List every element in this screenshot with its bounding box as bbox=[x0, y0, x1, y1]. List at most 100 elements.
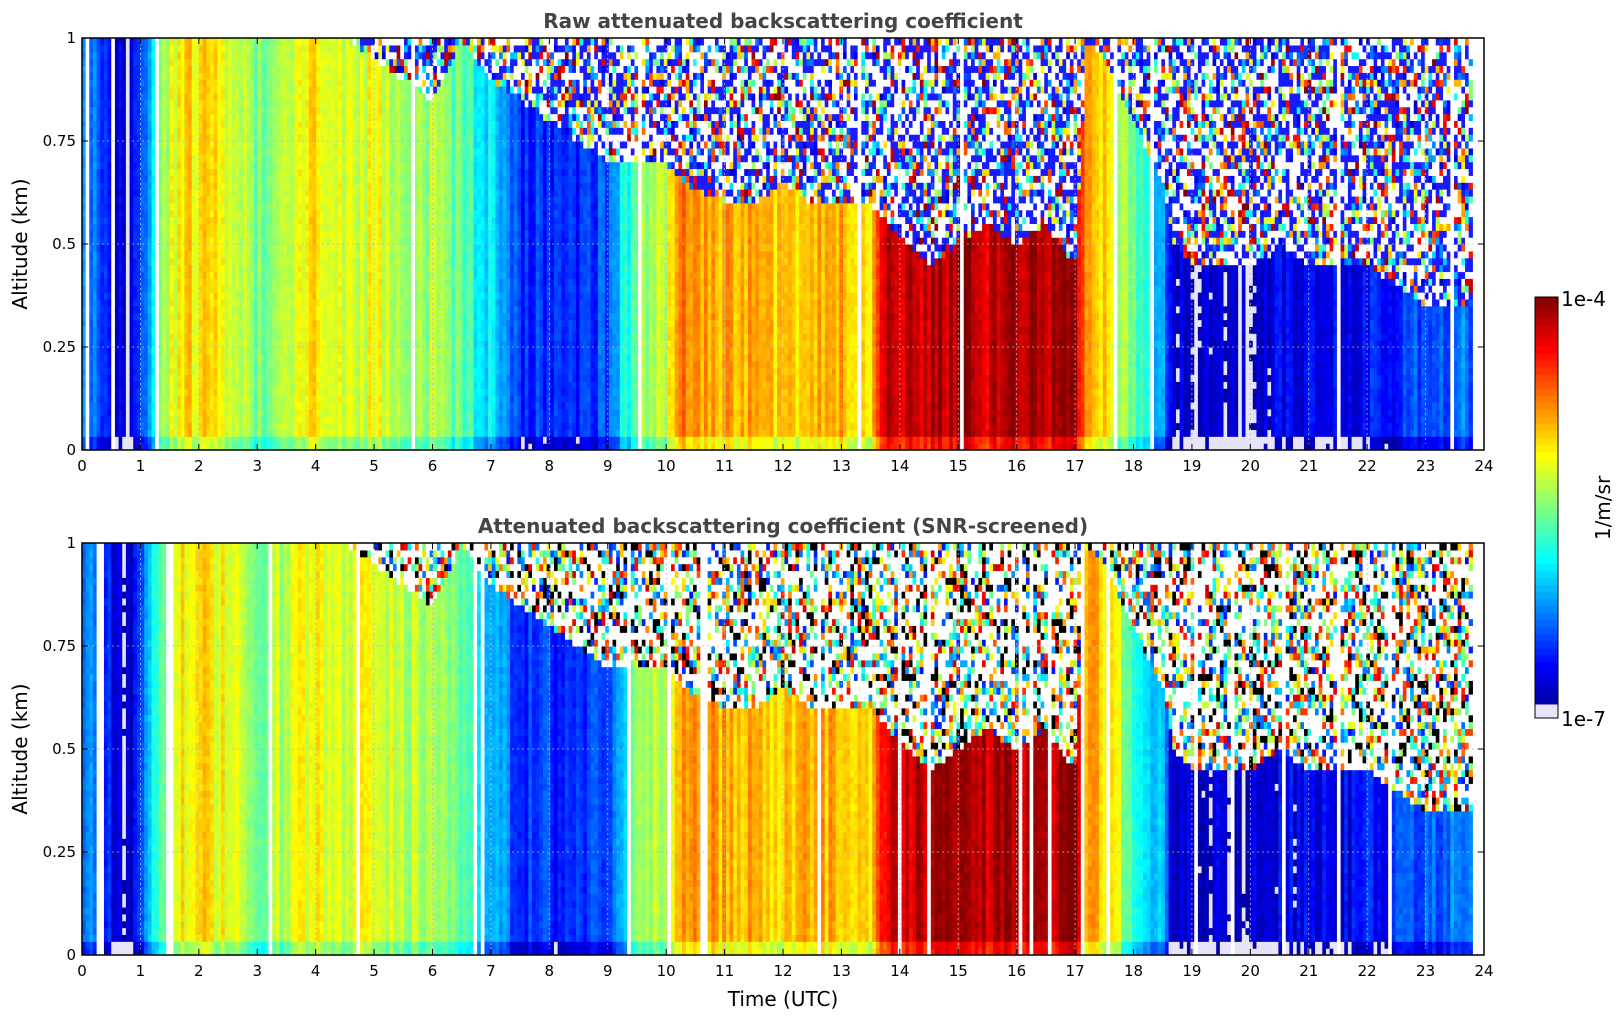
heatmap-cell-0 bbox=[327, 320, 331, 327]
heatmap-cell-0 bbox=[155, 155, 159, 162]
heatmap-cell-0 bbox=[356, 320, 360, 327]
heatmap-cell-0 bbox=[214, 127, 218, 134]
heatmap-cell-0 bbox=[141, 107, 145, 114]
heatmap-cell-0 bbox=[345, 374, 349, 381]
heatmap-cell-0 bbox=[291, 395, 295, 402]
heatmap-cell-0 bbox=[367, 299, 371, 306]
heatmap-cell-0 bbox=[331, 258, 335, 265]
heatmap-cell-0 bbox=[269, 155, 273, 162]
heatmap-cell-0 bbox=[334, 72, 338, 79]
heatmap-cell-0 bbox=[247, 423, 251, 430]
heatmap-cell-0 bbox=[356, 141, 360, 148]
heatmap-cell-0 bbox=[104, 148, 108, 155]
heatmap-cell-0 bbox=[367, 230, 371, 237]
heatmap-cell-0 bbox=[239, 395, 243, 402]
heatmap-cell-0 bbox=[108, 120, 112, 127]
heatmap-cell-0 bbox=[133, 258, 137, 265]
heatmap-cell-0 bbox=[298, 107, 302, 114]
heatmap-cell-0 bbox=[210, 292, 214, 299]
heatmap-cell-0 bbox=[302, 436, 306, 443]
heatmap-cell-0 bbox=[181, 100, 185, 107]
heatmap-cell-0 bbox=[269, 388, 273, 395]
heatmap-cell-0 bbox=[97, 244, 101, 251]
heatmap-cell-0 bbox=[173, 429, 177, 436]
heatmap-cell-0 bbox=[115, 114, 119, 121]
heatmap-cell-0 bbox=[97, 361, 101, 368]
heatmap-cell-0 bbox=[217, 244, 221, 251]
heatmap-cell-0 bbox=[141, 395, 145, 402]
heatmap-cell-0 bbox=[152, 368, 156, 375]
heatmap-cell-0 bbox=[360, 347, 364, 354]
heatmap-cell-0 bbox=[192, 251, 196, 258]
heatmap-cell-0 bbox=[206, 223, 210, 230]
heatmap-cell-0 bbox=[345, 416, 349, 423]
heatmap-cell-0 bbox=[225, 189, 229, 196]
heatmap-cell-0 bbox=[217, 265, 221, 272]
heatmap-cell-0 bbox=[287, 175, 291, 182]
heatmap-cell-0 bbox=[371, 120, 375, 127]
heatmap-cell-0 bbox=[364, 148, 368, 155]
heatmap-cell-0 bbox=[144, 381, 148, 388]
heatmap-cell-0 bbox=[159, 361, 163, 368]
heatmap-cell-0 bbox=[108, 313, 112, 320]
heatmap-cell-0 bbox=[382, 258, 386, 265]
heatmap-cell-0 bbox=[115, 237, 119, 244]
heatmap-cell-0 bbox=[276, 203, 280, 210]
heatmap-cell-0 bbox=[119, 230, 123, 237]
heatmap-cell-0 bbox=[364, 230, 368, 237]
heatmap-cell-0 bbox=[378, 388, 382, 395]
heatmap-cell-0 bbox=[97, 320, 101, 327]
heatmap-cell-0 bbox=[258, 155, 262, 162]
heatmap-cell-0 bbox=[342, 388, 346, 395]
heatmap-cell-0 bbox=[360, 388, 364, 395]
heatmap-cell-0 bbox=[173, 416, 177, 423]
heatmap-cell-0 bbox=[382, 203, 386, 210]
heatmap-cell-0 bbox=[276, 148, 280, 155]
heatmap-cell-0 bbox=[217, 210, 221, 217]
heatmap-cell-0 bbox=[371, 374, 375, 381]
heatmap-cell-0 bbox=[349, 381, 353, 388]
heatmap-cell-0 bbox=[349, 107, 353, 114]
heatmap-cell-0 bbox=[378, 423, 382, 430]
heatmap-cell-0 bbox=[221, 79, 225, 86]
heatmap-cell-0 bbox=[221, 120, 225, 127]
heatmap-cell-0 bbox=[232, 326, 236, 333]
heatmap-cell-0 bbox=[97, 285, 101, 292]
heatmap-cell-0 bbox=[97, 230, 101, 237]
heatmap-cell-0 bbox=[247, 189, 251, 196]
heatmap-cell-0 bbox=[375, 134, 379, 141]
heatmap-cell-0 bbox=[173, 423, 177, 430]
heatmap-cell-0 bbox=[93, 162, 97, 169]
heatmap-cell-0 bbox=[283, 175, 287, 182]
heatmap-cell-0 bbox=[287, 155, 291, 162]
heatmap-cell-0 bbox=[108, 107, 112, 114]
heatmap-cell-0 bbox=[236, 251, 240, 258]
heatmap-cell-0 bbox=[228, 148, 232, 155]
heatmap-cell-0 bbox=[225, 271, 229, 278]
heatmap-cell-0 bbox=[173, 251, 177, 258]
heatmap-cell-0 bbox=[166, 127, 170, 134]
heatmap-cell-0 bbox=[141, 210, 145, 217]
heatmap-cell-0 bbox=[236, 354, 240, 361]
heatmap-cell-0 bbox=[239, 347, 243, 354]
heatmap-cell-0 bbox=[130, 114, 134, 121]
heatmap-cell-0 bbox=[199, 141, 203, 148]
heatmap-cell-0 bbox=[86, 423, 90, 430]
heatmap-cell-0 bbox=[364, 368, 368, 375]
heatmap-cell-0 bbox=[360, 155, 364, 162]
heatmap-cell-0 bbox=[364, 52, 368, 59]
heatmap-cell-0 bbox=[367, 423, 371, 430]
heatmap-cell-0 bbox=[119, 72, 123, 79]
heatmap-cell-0 bbox=[199, 374, 203, 381]
heatmap-cell-0 bbox=[199, 299, 203, 306]
heatmap-cell-0 bbox=[342, 299, 346, 306]
heatmap-cell-0 bbox=[206, 299, 210, 306]
heatmap-cell-0 bbox=[302, 285, 306, 292]
heatmap-cell-0 bbox=[141, 354, 145, 361]
heatmap-cell-0 bbox=[261, 127, 265, 134]
heatmap-cell-0 bbox=[148, 72, 152, 79]
heatmap-cell-0 bbox=[188, 72, 192, 79]
heatmap-cell-0 bbox=[298, 436, 302, 443]
heatmap-cell-0 bbox=[111, 299, 115, 306]
heatmap-cell-0 bbox=[86, 100, 90, 107]
